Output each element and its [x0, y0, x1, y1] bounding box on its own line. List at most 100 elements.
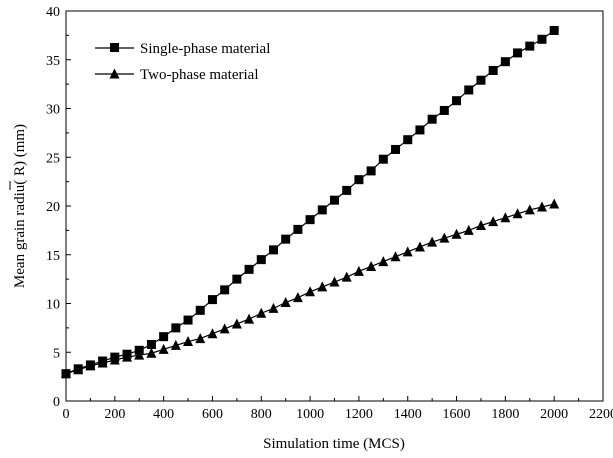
data-point-square	[146, 339, 156, 349]
ticks: 0 200 400 600 800 1000 1200 1400 1600 1800 2000 220…	[46, 5, 613, 422]
data-point-square	[488, 65, 498, 75]
data-point-triangle	[512, 208, 523, 219]
data-point-square	[354, 175, 364, 185]
data-point-triangle	[109, 354, 120, 365]
data-point-triangle	[536, 201, 547, 212]
data-point-triangle	[292, 292, 303, 303]
data-point-triangle	[244, 313, 255, 324]
x-tick-label: 0	[63, 407, 70, 422]
x-tick-label: 1400	[394, 407, 422, 422]
data-point-triangle	[122, 351, 133, 362]
data-point-triangle	[280, 297, 291, 308]
data-point-square	[220, 285, 230, 295]
data-point-square	[268, 245, 278, 255]
data-point-triangle	[366, 260, 377, 271]
data-point-triangle	[378, 256, 389, 267]
data-point-triangle	[97, 357, 108, 368]
data-point-square	[513, 48, 523, 58]
y-tick-label: 15	[46, 249, 60, 264]
y-axis-title-group: Mean grain radiu( R) (mm)	[9, 124, 28, 288]
x-tick-label: 800	[251, 407, 272, 422]
data-point-triangle	[427, 236, 438, 247]
x-tick-label: 400	[153, 407, 174, 422]
legend-item-single-phase: Single-phase material	[95, 41, 270, 57]
data-point-triangle	[207, 328, 218, 339]
data-point-square	[244, 264, 254, 274]
data-point-triangle	[353, 265, 364, 276]
data-point-square	[281, 234, 291, 244]
data-point-triangle	[439, 232, 450, 243]
x-tick-label: 1200	[345, 407, 373, 422]
series-layer	[61, 26, 560, 379]
y-tick-label: 20	[46, 200, 60, 215]
y-tick-label: 0	[53, 395, 60, 410]
data-point-square	[256, 255, 266, 265]
data-point-square	[232, 274, 242, 284]
data-point-triangle	[85, 360, 96, 371]
series-single-phase	[61, 26, 559, 379]
data-point-triangle	[524, 204, 535, 215]
x-tick-label: 1000	[296, 407, 324, 422]
data-point-triangle	[390, 251, 401, 262]
data-point-square	[342, 185, 352, 195]
series-two-phase	[61, 198, 560, 379]
data-point-triangle	[414, 241, 425, 252]
data-point-triangle	[183, 336, 194, 347]
data-point-triangle	[341, 271, 352, 282]
data-point-square	[159, 332, 169, 342]
data-point-square	[366, 166, 376, 176]
data-point-square	[452, 96, 462, 106]
data-point-square	[317, 205, 327, 215]
x-tick-label: 1800	[491, 407, 519, 422]
x-axis-title: Simulation time (MCS)	[263, 436, 405, 452]
data-point-square	[305, 215, 315, 225]
y-tick-label: 25	[46, 151, 60, 166]
y-tick-label: 35	[46, 54, 60, 69]
data-point-square	[439, 105, 449, 115]
y-tick-label: 10	[46, 298, 60, 313]
data-point-triangle	[170, 339, 181, 350]
data-point-triangle	[451, 228, 462, 239]
y-tick-label: 30	[46, 103, 60, 118]
legend-triangle-marker	[109, 68, 120, 79]
data-point-triangle	[475, 220, 486, 230]
data-point-square	[415, 125, 425, 135]
data-point-triangle	[61, 368, 71, 379]
data-point-square	[525, 41, 535, 51]
data-point-square	[195, 305, 205, 315]
data-point-triangle	[231, 318, 242, 329]
data-point-triangle	[195, 333, 206, 344]
data-point-square	[183, 315, 193, 325]
data-point-square	[537, 34, 547, 44]
data-point-triangle	[329, 276, 340, 287]
data-point-square	[476, 75, 486, 85]
data-point-square	[403, 135, 413, 145]
data-point-triangle	[402, 246, 413, 257]
legend-item-two-phase: Two-phase material	[95, 67, 258, 83]
legend-label-single-phase: Single-phase material	[140, 41, 270, 57]
data-point-triangle	[488, 216, 499, 227]
data-point-triangle	[256, 307, 267, 318]
x-tick-label: 1600	[443, 407, 471, 422]
y-axis-title: Mean grain radiu( R) (mm)	[12, 124, 28, 288]
x-tick-label: 600	[202, 407, 223, 422]
data-point-square	[330, 195, 339, 205]
y-tick-label: 40	[46, 5, 60, 20]
data-point-square	[207, 295, 217, 305]
y-tick-label: 5	[53, 346, 60, 361]
data-point-triangle	[73, 364, 84, 375]
data-point-triangle	[549, 198, 560, 209]
data-point-triangle	[268, 302, 279, 313]
data-point-square	[464, 85, 474, 95]
data-point-square	[549, 26, 559, 35]
legend-label-two-phase: Two-phase material	[140, 67, 258, 83]
data-point-triangle	[219, 323, 230, 334]
data-point-square	[293, 224, 303, 234]
data-point-square	[171, 323, 181, 333]
data-point-square	[500, 57, 510, 67]
legend: Single-phase material Two-phase material	[95, 41, 270, 83]
data-point-triangle	[317, 281, 328, 292]
data-point-square	[391, 144, 401, 154]
